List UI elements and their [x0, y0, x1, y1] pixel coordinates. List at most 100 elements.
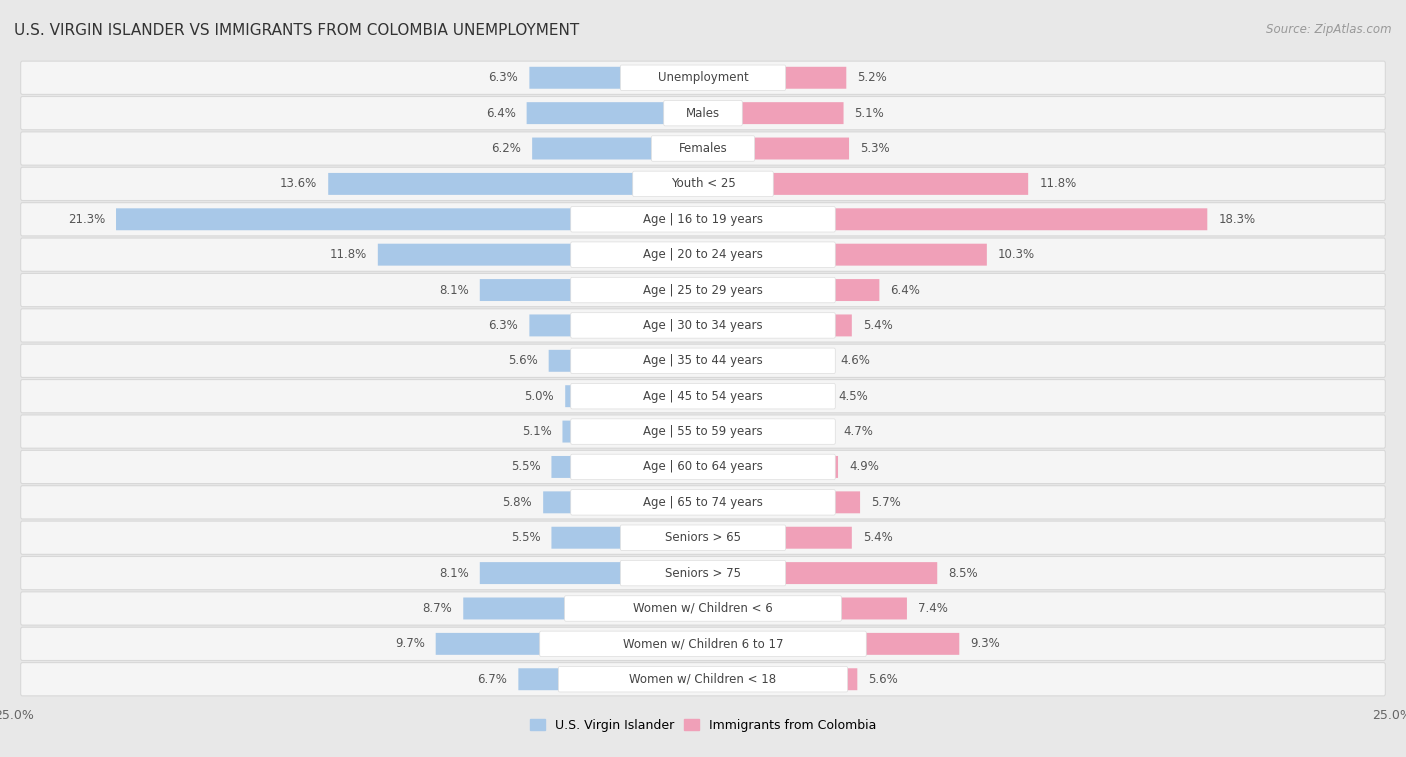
- FancyBboxPatch shape: [21, 273, 1385, 307]
- Text: Women w/ Children < 18: Women w/ Children < 18: [630, 673, 776, 686]
- Text: 5.3%: 5.3%: [860, 142, 890, 155]
- FancyBboxPatch shape: [548, 350, 703, 372]
- Text: 5.2%: 5.2%: [858, 71, 887, 84]
- FancyBboxPatch shape: [21, 309, 1385, 342]
- Text: 5.7%: 5.7%: [872, 496, 901, 509]
- Text: Age | 35 to 44 years: Age | 35 to 44 years: [643, 354, 763, 367]
- Text: 5.8%: 5.8%: [502, 496, 531, 509]
- Text: Age | 55 to 59 years: Age | 55 to 59 years: [643, 425, 763, 438]
- FancyBboxPatch shape: [703, 173, 1028, 195]
- Text: 8.7%: 8.7%: [422, 602, 453, 615]
- FancyBboxPatch shape: [21, 61, 1385, 95]
- FancyBboxPatch shape: [571, 348, 835, 373]
- Text: Women w/ Children < 6: Women w/ Children < 6: [633, 602, 773, 615]
- Text: 5.6%: 5.6%: [869, 673, 898, 686]
- Text: 5.5%: 5.5%: [510, 460, 540, 473]
- Text: Seniors > 75: Seniors > 75: [665, 566, 741, 580]
- Text: 11.8%: 11.8%: [1039, 177, 1077, 191]
- Text: Youth < 25: Youth < 25: [671, 177, 735, 191]
- Text: 10.3%: 10.3%: [998, 248, 1035, 261]
- FancyBboxPatch shape: [117, 208, 703, 230]
- FancyBboxPatch shape: [21, 521, 1385, 554]
- FancyBboxPatch shape: [378, 244, 703, 266]
- FancyBboxPatch shape: [664, 101, 742, 126]
- Text: 6.2%: 6.2%: [491, 142, 522, 155]
- Text: 4.7%: 4.7%: [844, 425, 873, 438]
- Text: 5.1%: 5.1%: [522, 425, 551, 438]
- Text: 18.3%: 18.3%: [1219, 213, 1256, 226]
- Text: Age | 45 to 54 years: Age | 45 to 54 years: [643, 390, 763, 403]
- FancyBboxPatch shape: [703, 385, 827, 407]
- Text: Women w/ Children 6 to 17: Women w/ Children 6 to 17: [623, 637, 783, 650]
- FancyBboxPatch shape: [543, 491, 703, 513]
- Text: Age | 25 to 29 years: Age | 25 to 29 years: [643, 284, 763, 297]
- FancyBboxPatch shape: [703, 67, 846, 89]
- FancyBboxPatch shape: [703, 350, 830, 372]
- FancyBboxPatch shape: [703, 102, 844, 124]
- Text: 7.4%: 7.4%: [918, 602, 948, 615]
- FancyBboxPatch shape: [527, 102, 703, 124]
- Text: 8.1%: 8.1%: [439, 566, 468, 580]
- FancyBboxPatch shape: [571, 419, 835, 444]
- FancyBboxPatch shape: [519, 668, 703, 690]
- FancyBboxPatch shape: [21, 167, 1385, 201]
- FancyBboxPatch shape: [479, 279, 703, 301]
- FancyBboxPatch shape: [21, 379, 1385, 413]
- FancyBboxPatch shape: [703, 597, 907, 619]
- Text: 5.4%: 5.4%: [863, 531, 893, 544]
- FancyBboxPatch shape: [21, 628, 1385, 661]
- FancyBboxPatch shape: [703, 491, 860, 513]
- Text: Age | 60 to 64 years: Age | 60 to 64 years: [643, 460, 763, 473]
- FancyBboxPatch shape: [328, 173, 703, 195]
- Text: 13.6%: 13.6%: [280, 177, 318, 191]
- FancyBboxPatch shape: [479, 562, 703, 584]
- Text: Source: ZipAtlas.com: Source: ZipAtlas.com: [1267, 23, 1392, 36]
- FancyBboxPatch shape: [571, 490, 835, 515]
- FancyBboxPatch shape: [21, 203, 1385, 236]
- Text: 5.5%: 5.5%: [510, 531, 540, 544]
- FancyBboxPatch shape: [530, 67, 703, 89]
- FancyBboxPatch shape: [21, 415, 1385, 448]
- Text: U.S. VIRGIN ISLANDER VS IMMIGRANTS FROM COLOMBIA UNEMPLOYMENT: U.S. VIRGIN ISLANDER VS IMMIGRANTS FROM …: [14, 23, 579, 38]
- FancyBboxPatch shape: [651, 136, 755, 161]
- Text: 8.1%: 8.1%: [439, 284, 468, 297]
- Text: 8.5%: 8.5%: [948, 566, 979, 580]
- Text: 21.3%: 21.3%: [67, 213, 105, 226]
- FancyBboxPatch shape: [703, 562, 938, 584]
- FancyBboxPatch shape: [703, 138, 849, 160]
- FancyBboxPatch shape: [703, 244, 987, 266]
- Text: 6.3%: 6.3%: [489, 319, 519, 332]
- FancyBboxPatch shape: [571, 242, 835, 267]
- Text: 11.8%: 11.8%: [329, 248, 367, 261]
- Text: Age | 20 to 24 years: Age | 20 to 24 years: [643, 248, 763, 261]
- Text: 6.4%: 6.4%: [485, 107, 516, 120]
- Text: 5.4%: 5.4%: [863, 319, 893, 332]
- Text: 6.7%: 6.7%: [478, 673, 508, 686]
- FancyBboxPatch shape: [620, 525, 786, 550]
- Text: Unemployment: Unemployment: [658, 71, 748, 84]
- FancyBboxPatch shape: [571, 313, 835, 338]
- FancyBboxPatch shape: [21, 238, 1385, 271]
- FancyBboxPatch shape: [571, 384, 835, 409]
- FancyBboxPatch shape: [703, 279, 879, 301]
- Text: 4.5%: 4.5%: [838, 390, 868, 403]
- Text: 9.3%: 9.3%: [970, 637, 1000, 650]
- FancyBboxPatch shape: [530, 314, 703, 336]
- FancyBboxPatch shape: [703, 314, 852, 336]
- FancyBboxPatch shape: [703, 421, 832, 443]
- FancyBboxPatch shape: [21, 132, 1385, 165]
- Text: 5.1%: 5.1%: [855, 107, 884, 120]
- FancyBboxPatch shape: [21, 662, 1385, 696]
- FancyBboxPatch shape: [620, 65, 786, 91]
- FancyBboxPatch shape: [21, 592, 1385, 625]
- FancyBboxPatch shape: [436, 633, 703, 655]
- FancyBboxPatch shape: [558, 666, 848, 692]
- Text: Females: Females: [679, 142, 727, 155]
- FancyBboxPatch shape: [21, 450, 1385, 484]
- FancyBboxPatch shape: [540, 631, 866, 656]
- FancyBboxPatch shape: [620, 560, 786, 586]
- Text: Males: Males: [686, 107, 720, 120]
- Text: Seniors > 65: Seniors > 65: [665, 531, 741, 544]
- Text: 6.3%: 6.3%: [489, 71, 519, 84]
- FancyBboxPatch shape: [565, 596, 841, 621]
